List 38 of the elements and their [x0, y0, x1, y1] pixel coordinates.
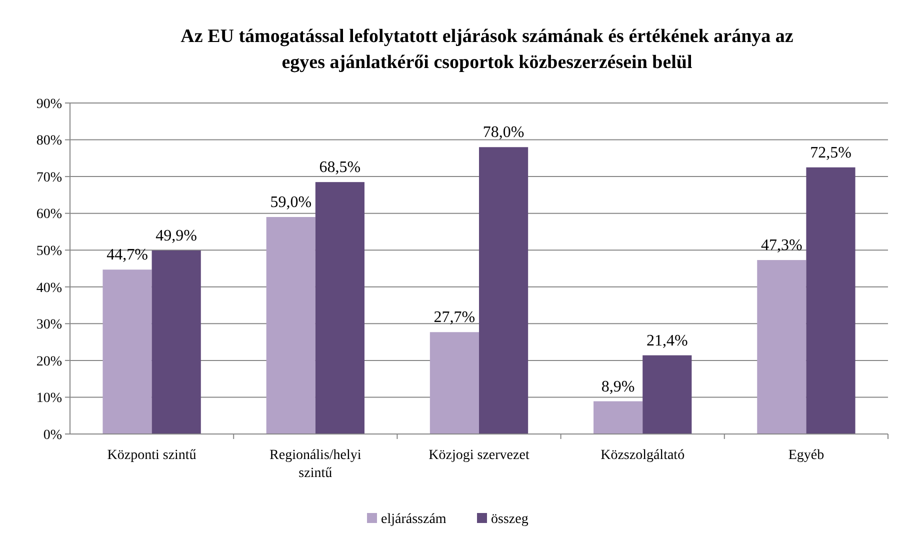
bar	[479, 147, 528, 434]
x-tick-label: Közjogi szervezet	[428, 448, 530, 463]
y-tick-label: 50%	[36, 244, 62, 260]
data-label: 72,5%	[810, 144, 852, 162]
x-tick-label: Egyéb	[788, 448, 824, 463]
y-tick-label: 40%	[36, 280, 62, 296]
data-label: 59,0%	[270, 194, 312, 212]
bar	[757, 260, 806, 434]
y-tick-label: 10%	[36, 391, 62, 406]
data-label: 21,4%	[646, 332, 688, 350]
y-tick-label: 30%	[36, 318, 62, 333]
legend-label: eljárásszám	[381, 512, 446, 527]
legend-label: összeg	[491, 512, 528, 527]
y-tick-label: 90%	[36, 96, 62, 112]
bar	[642, 355, 692, 434]
data-label: 78,0%	[482, 124, 524, 142]
bar	[806, 167, 856, 434]
data-label: 44,7%	[106, 246, 148, 264]
data-label: 68,5%	[319, 159, 361, 176]
x-tick-label: Közszolgáltató	[600, 448, 685, 463]
x-tick-label: Központi szintű	[107, 448, 196, 463]
bar	[102, 270, 152, 434]
bar	[152, 250, 201, 434]
y-tick-label: 80%	[36, 134, 62, 149]
bar	[594, 401, 643, 434]
y-tick-label: 0%	[43, 428, 62, 443]
bar	[430, 332, 479, 434]
data-label: 8,9%	[601, 378, 635, 396]
data-label: 47,3%	[760, 237, 802, 254]
bar	[315, 182, 364, 434]
y-tick-label: 60%	[36, 207, 62, 222]
x-tick-label: Regionális/helyi szintű	[270, 448, 362, 481]
y-tick-label: 20%	[36, 354, 62, 370]
chart-title: Az EU támogatással lefolytatott eljárások számának és értékének aránya az egyes ajánlatkérői csoportok közbeszerzésein belül	[180, 26, 794, 73]
bar	[266, 217, 316, 434]
data-label: 49,9%	[156, 227, 198, 244]
y-tick-label: 70%	[36, 170, 62, 186]
data-label: 27,7%	[434, 309, 476, 326]
